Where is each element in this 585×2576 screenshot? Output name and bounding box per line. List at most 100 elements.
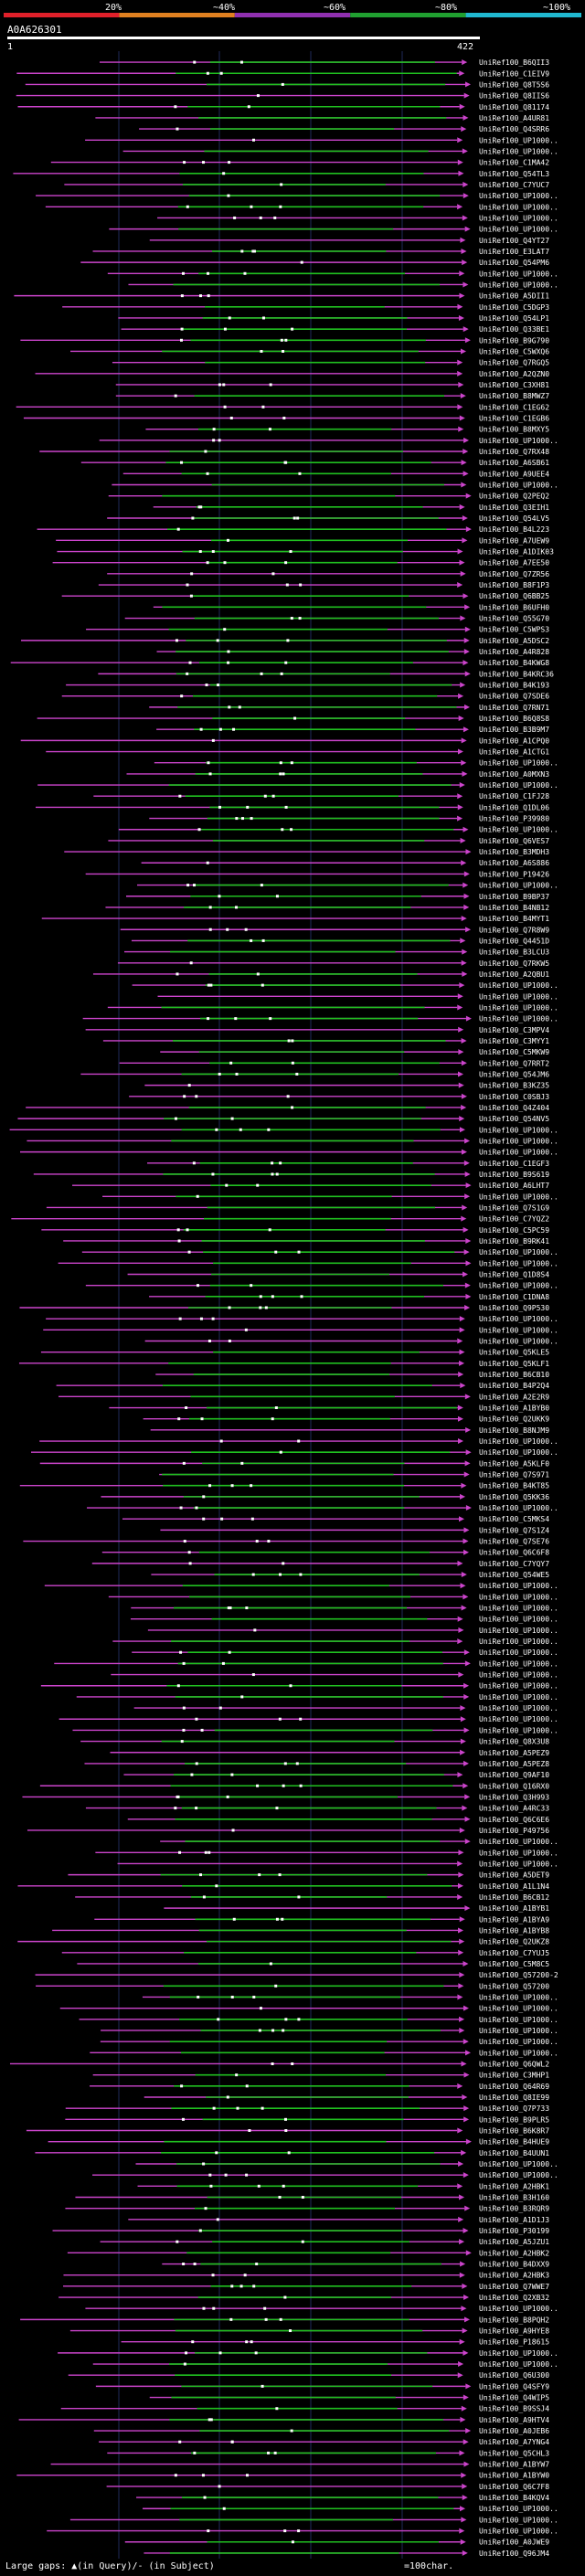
hit-row[interactable]: UniRef100_UP1000.. [82, 1015, 558, 1023]
hit-label[interactable]: UniRef100_UP1000.. [479, 2528, 558, 2536]
hit-row[interactable]: UniRef100_A1L1N4 [17, 1882, 549, 1891]
hit-row[interactable]: UniRef100_Q5KK36 [101, 1493, 549, 1501]
hit-label[interactable]: UniRef100_Q96JM4 [479, 2549, 549, 2558]
hit-row[interactable]: UniRef100_B4KQV4 [136, 2494, 549, 2502]
hit-row[interactable]: UniRef100_B4HUE9 [48, 2138, 550, 2147]
hit-label[interactable]: UniRef100_Q5KK36 [479, 1493, 549, 1501]
hit-label[interactable]: UniRef100_A5JZU1 [479, 2238, 549, 2246]
hit-label[interactable]: UniRef100_Q7P733 [479, 2104, 549, 2113]
hit-label[interactable]: UniRef100_A1BYA9 [479, 1915, 549, 1924]
hit-label[interactable]: UniRef100_B9RK41 [479, 1237, 549, 1246]
hit-row[interactable]: UniRef100_B9SSJ4 [60, 2405, 549, 2413]
hit-row[interactable]: UniRef100_B3MDH3 [64, 848, 549, 856]
hit-row[interactable]: UniRef100_Q6BB25 [61, 592, 550, 600]
hit-label[interactable]: UniRef100_Q6C6E6 [479, 1816, 549, 1824]
hit-row[interactable]: UniRef100_Q55G70 [124, 615, 550, 623]
hit-label[interactable]: UniRef100_UP1000.. [479, 1593, 558, 1601]
hit-label[interactable]: UniRef100_Q8IE99 [479, 2094, 549, 2102]
hit-label[interactable]: UniRef100_UP1000.. [479, 203, 558, 211]
hit-label[interactable]: UniRef100_Q6VES7 [479, 837, 549, 845]
hit-label[interactable]: UniRef100_B4UUN1 [479, 2149, 549, 2157]
hit-row[interactable]: UniRef100_A1BYW7 [50, 2461, 550, 2469]
hit-row[interactable]: UniRef100_A6LHT7 [72, 1182, 549, 1190]
hit-label[interactable]: UniRef100_C3MYY1 [479, 1037, 549, 1045]
hit-label[interactable]: UniRef100_C5PC59 [479, 1226, 549, 1235]
hit-label[interactable]: UniRef100_Q6QWL2 [479, 2060, 549, 2068]
hit-row[interactable]: UniRef100_Q5KLE5 [40, 1349, 549, 1357]
hit-row[interactable]: UniRef100_B8MXY5 [145, 426, 549, 434]
hit-row[interactable]: UniRef100_P19426 [85, 870, 550, 878]
hit-label[interactable]: UniRef100_UP1000.. [479, 2027, 558, 2035]
hit-row[interactable]: UniRef100_UP1000.. [118, 826, 558, 834]
hit-label[interactable]: UniRef100_Q7S1Z4 [479, 1526, 549, 1534]
hit-row[interactable]: UniRef100_Q7R8W9 [120, 926, 549, 934]
hit-label[interactable]: UniRef100_UP1000.. [479, 1993, 558, 2001]
hit-label[interactable]: UniRef100_Q6C7F8 [479, 2483, 549, 2491]
hit-row[interactable]: UniRef100_C7YQY7 [91, 1560, 549, 1568]
hit-label[interactable]: UniRef100_C7YQZ2 [479, 1215, 549, 1224]
hit-row[interactable]: UniRef100_UP1000.. [54, 1659, 558, 1668]
hit-row[interactable]: UniRef100_Q16RX0 [39, 1782, 549, 1790]
hit-label[interactable]: UniRef100_C1DNA8 [479, 1293, 549, 1301]
hit-row[interactable]: UniRef100_A5DET9 [68, 1871, 549, 1880]
hit-label[interactable]: UniRef100_Q7RKW5 [479, 959, 549, 968]
hit-label[interactable]: UniRef100_Q7SE76 [479, 1538, 549, 1546]
hit-label[interactable]: UniRef100_A1CPQ0 [479, 737, 549, 745]
hit-row[interactable]: UniRef100_Q7SDE6 [61, 693, 550, 701]
hit-row[interactable]: UniRef100_C5DGP3 [62, 303, 549, 312]
hit-label[interactable]: UniRef100_C5WPS3 [479, 626, 549, 634]
hit-label[interactable]: UniRef100_C3MPV4 [479, 1026, 549, 1034]
hit-row[interactable]: UniRef100_C1MA42 [50, 159, 549, 167]
hit-label[interactable]: UniRef100_Q1DL06 [479, 803, 549, 811]
hit-row[interactable]: UniRef100_UP1000.. [128, 281, 558, 289]
hit-label[interactable]: UniRef100_A2HBK2 [479, 2249, 549, 2257]
hit-label[interactable]: UniRef100_UP1000.. [479, 482, 558, 490]
hit-row[interactable]: UniRef100_UP1000.. [142, 1993, 558, 2001]
hit-row[interactable]: UniRef100_Q7RX48 [39, 448, 549, 456]
hit-label[interactable]: UniRef100_B8NJM9 [479, 1426, 549, 1435]
hit-label[interactable]: UniRef100_UP1000.. [479, 437, 558, 445]
hit-row[interactable]: UniRef100_UP1000.. [135, 2160, 558, 2168]
hit-row[interactable]: UniRef100_Q7ZR56 [107, 570, 549, 578]
hit-row[interactable]: UniRef100_B9BP37 [126, 893, 549, 901]
hit-label[interactable]: UniRef100_B6K8R7 [479, 2126, 549, 2135]
hit-label[interactable]: UniRef100_UP1000.. [479, 2305, 558, 2313]
hit-row[interactable]: UniRef100_UP1000.. [90, 2049, 558, 2057]
hit-label[interactable]: UniRef100_P18615 [479, 2338, 549, 2347]
hit-row[interactable]: UniRef100_B8NJM9 [150, 1426, 550, 1435]
hit-label[interactable]: UniRef100_Q5KLF1 [479, 1360, 549, 1368]
hit-label[interactable]: UniRef100_Q5KLE5 [479, 1349, 549, 1357]
hit-label[interactable]: UniRef100_UP1000.. [479, 270, 558, 278]
hit-label[interactable]: UniRef100_UP1000.. [479, 1437, 558, 1446]
hit-label[interactable]: UniRef100_C5M8C5 [479, 1960, 549, 1968]
hit-row[interactable]: UniRef100_Q7S971 [159, 1471, 549, 1479]
hit-label[interactable]: UniRef100_B8PQH2 [479, 2316, 549, 2324]
hit-label[interactable]: UniRef100_A5PEZ9 [479, 1749, 549, 1757]
hit-label[interactable]: UniRef100_B6CB10 [479, 1371, 549, 1379]
hit-label[interactable]: UniRef100_C1EGB6 [479, 414, 549, 422]
hit-label[interactable]: UniRef100_Q7S1G9 [479, 1203, 549, 1212]
hit-row[interactable]: UniRef100_Q2UKZ8 [17, 1938, 549, 1946]
hit-label[interactable]: UniRef100_A1CTG1 [479, 748, 549, 757]
hit-row[interactable]: UniRef100_C5WPS3 [86, 626, 549, 634]
hit-label[interactable]: UniRef100_C1FJ28 [479, 792, 549, 800]
hit-row[interactable]: UniRef100_B6K8R7 [26, 2126, 549, 2135]
hit-label[interactable]: UniRef100_P19426 [479, 870, 549, 878]
hit-label[interactable]: UniRef100_A1DIK03 [479, 548, 554, 557]
hit-label[interactable]: UniRef100_UP1000.. [479, 136, 558, 144]
hit-label[interactable]: UniRef100_B6UFH0 [479, 603, 549, 611]
hit-label[interactable]: UniRef100_B6Q8S8 [479, 715, 549, 723]
hit-label[interactable]: UniRef100_Q5CHL3 [479, 2449, 549, 2457]
hit-row[interactable]: UniRef100_A5DSC2 [21, 637, 549, 645]
hit-label[interactable]: UniRef100_UP1000.. [479, 1659, 558, 1668]
hit-row[interactable]: UniRef100_A1BYB0 [109, 1405, 549, 1413]
hit-label[interactable]: UniRef100_Q54WE5 [479, 1571, 549, 1579]
hit-row[interactable]: UniRef100_Q9P530 [19, 1304, 549, 1312]
hit-row[interactable]: UniRef100_A2HBK2 [67, 2249, 549, 2257]
hit-label[interactable]: UniRef100_UP1000.. [479, 2038, 558, 2046]
hit-label[interactable]: UniRef100_B4DXX9 [479, 2261, 549, 2269]
hit-row[interactable]: UniRef100_A5JZU1 [100, 2238, 550, 2246]
hit-row[interactable]: UniRef100_B9PLR5 [65, 2115, 549, 2124]
hit-row[interactable]: UniRef100_UP1000.. [43, 1326, 558, 1334]
hit-label[interactable]: UniRef100_Q2XB32 [479, 2294, 549, 2302]
